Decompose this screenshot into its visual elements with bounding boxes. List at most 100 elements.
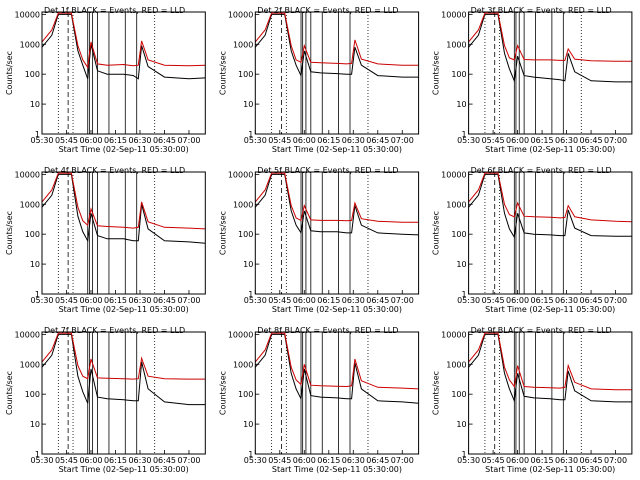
y-tick-label: 1: [248, 130, 253, 139]
y-tick-label: 1: [35, 130, 40, 139]
y-tick-label: 100: [25, 70, 40, 79]
y-tick-label: 10: [243, 420, 253, 429]
x-tick-label: 06:30: [128, 296, 151, 305]
y-axis-label: Counts/sec: [218, 211, 227, 255]
y-tick-label: 10: [30, 420, 40, 429]
x-tick-label: 05:30: [457, 136, 480, 145]
y-tick-label: 10: [30, 260, 40, 269]
series-events: [254, 173, 419, 236]
plot-title: Det 6f BLACK = Events, RED = LLD: [471, 166, 612, 175]
series-lld: [254, 332, 419, 390]
x-tick-label: 05:45: [268, 136, 291, 145]
plot-frame: [254, 171, 420, 295]
y-tick-label: 100: [238, 230, 253, 239]
y-tick-label: 1: [462, 450, 467, 459]
y-tick-label: 100: [238, 390, 253, 399]
series-events: [468, 173, 632, 239]
x-axis-label: Start Time (02-Sep-11 05:30:00): [59, 305, 189, 314]
series-lld: [41, 172, 206, 230]
x-tick-label: 06:45: [153, 136, 176, 145]
x-axis-label: Start Time (02-Sep-11 05:30:00): [59, 145, 189, 154]
x-tick-label: 06:15: [104, 136, 127, 145]
x-tick-label: 06:00: [293, 456, 316, 465]
y-tick-label: 100: [25, 230, 40, 239]
series-lld: [468, 332, 632, 391]
plot-frame: [254, 11, 420, 135]
y-tick-label: 10000: [15, 170, 40, 179]
y-axis-label: Counts/sec: [432, 371, 441, 415]
detector-plot-3: 1 10 100 1000 10000 05:30 05:45 06:00 06:15 06:30…: [432, 6, 633, 154]
x-tick-label: 07:00: [604, 136, 627, 145]
y-tick-label: 10000: [441, 170, 466, 179]
x-tick-label: 06:15: [317, 136, 340, 145]
x-tick-label: 05:30: [30, 296, 53, 305]
y-tick-label: 10: [456, 420, 466, 429]
y-tick-label: 10: [456, 100, 466, 109]
x-tick-label: 05:30: [457, 296, 480, 305]
detector-plot-8: 1 10 100 1000 10000 05:30 05:45 06:00 06:15 06:30…: [218, 326, 420, 474]
x-tick-label: 06:30: [555, 456, 578, 465]
x-tick-label: 06:15: [104, 296, 127, 305]
x-tick-label: 06:30: [555, 296, 578, 305]
x-tick-label: 06:45: [580, 136, 603, 145]
plot-title: Det 8f BLACK = Events, RED = LLD: [257, 326, 398, 335]
y-tick-label: 10000: [228, 170, 253, 179]
series-lld: [41, 332, 206, 380]
series-lld: [468, 12, 632, 62]
series-lld: [468, 172, 632, 223]
x-tick-label: 05:30: [244, 136, 267, 145]
y-tick-label: 1: [35, 290, 40, 299]
y-tick-label: 10000: [228, 10, 253, 19]
x-tick-label: 07:00: [391, 456, 414, 465]
y-tick-label: 1000: [20, 200, 40, 209]
y-tick-label: 1000: [446, 40, 466, 49]
plot-frame: [41, 11, 206, 135]
y-tick-label: 100: [451, 70, 466, 79]
plot-frame: [41, 331, 206, 455]
plot-frame: [468, 11, 633, 135]
y-tick-label: 10: [243, 100, 253, 109]
x-axis-label: Start Time (02-Sep-11 05:30:00): [485, 465, 615, 474]
x-tick-label: 05:45: [55, 136, 78, 145]
y-tick-label: 1: [248, 450, 253, 459]
plot-title: Det 3f BLACK = Events, RED = LLD: [471, 6, 612, 15]
x-tick-label: 05:30: [457, 456, 480, 465]
detector-plot-5: 1 10 100 1000 10000 05:30 05:45 06:00 06:15 06:30…: [218, 166, 420, 314]
y-tick-label: 10000: [441, 330, 466, 339]
x-tick-label: 06:15: [531, 136, 554, 145]
series-lld: [41, 12, 206, 69]
plot-title: Det 5f BLACK = Events, RED = LLD: [257, 166, 398, 175]
y-axis-label: Counts/sec: [5, 211, 14, 255]
x-tick-label: 06:15: [104, 456, 127, 465]
x-tick-label: 06:00: [506, 296, 529, 305]
y-axis-label: Counts/sec: [218, 51, 227, 95]
x-tick-label: 06:30: [342, 136, 365, 145]
series-lld: [254, 172, 419, 223]
y-tick-label: 1000: [20, 40, 40, 49]
y-tick-label: 10000: [15, 330, 40, 339]
series-events: [41, 13, 206, 80]
x-tick-label: 06:00: [79, 296, 102, 305]
y-tick-label: 100: [238, 70, 253, 79]
x-tick-label: 06:00: [293, 296, 316, 305]
plot-frame: [254, 331, 420, 455]
x-tick-label: 07:00: [177, 296, 200, 305]
x-axis-label: Start Time (02-Sep-11 05:30:00): [272, 145, 402, 154]
x-tick-label: 06:30: [555, 136, 578, 145]
x-tick-label: 05:45: [482, 296, 505, 305]
series-events: [41, 333, 206, 406]
y-tick-label: 1: [248, 290, 253, 299]
x-tick-label: 07:00: [604, 456, 627, 465]
y-tick-label: 1000: [446, 360, 466, 369]
y-tick-label: 1: [462, 130, 467, 139]
x-axis-label: Start Time (02-Sep-11 05:30:00): [59, 465, 189, 474]
x-tick-label: 06:15: [317, 296, 340, 305]
x-tick-label: 05:30: [30, 456, 53, 465]
y-tick-label: 10000: [441, 10, 466, 19]
x-tick-label: 05:45: [268, 296, 291, 305]
x-tick-label: 05:45: [55, 296, 78, 305]
y-tick-label: 100: [451, 390, 466, 399]
x-tick-label: 06:15: [531, 456, 554, 465]
x-tick-label: 06:45: [366, 136, 389, 145]
